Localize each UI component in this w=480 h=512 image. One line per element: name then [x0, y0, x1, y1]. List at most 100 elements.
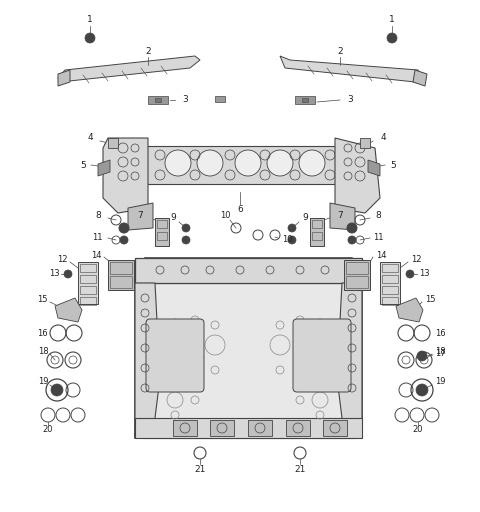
Bar: [135, 258, 362, 283]
Text: 12: 12: [57, 255, 67, 265]
Polygon shape: [58, 56, 200, 82]
Bar: [108, 138, 118, 148]
Circle shape: [417, 351, 427, 361]
Text: 9: 9: [170, 214, 176, 223]
Text: 18: 18: [38, 348, 48, 356]
Polygon shape: [135, 258, 362, 438]
Circle shape: [267, 150, 293, 176]
Bar: [157, 220, 167, 228]
Polygon shape: [368, 160, 380, 176]
Polygon shape: [280, 56, 422, 82]
Polygon shape: [138, 146, 345, 184]
Text: 17: 17: [435, 349, 445, 357]
Circle shape: [51, 384, 63, 396]
Text: 21: 21: [294, 465, 306, 475]
Text: 5: 5: [390, 160, 396, 169]
Polygon shape: [396, 298, 423, 322]
Bar: [286, 420, 310, 436]
Polygon shape: [103, 138, 148, 213]
Circle shape: [197, 150, 223, 176]
Text: 16: 16: [36, 329, 48, 337]
Circle shape: [165, 150, 191, 176]
Text: 11: 11: [92, 233, 102, 243]
Polygon shape: [337, 283, 362, 438]
Circle shape: [235, 150, 261, 176]
Bar: [346, 262, 368, 274]
Bar: [80, 286, 96, 294]
Text: 14: 14: [376, 250, 386, 260]
Bar: [310, 218, 324, 246]
Text: 1: 1: [87, 15, 93, 25]
Bar: [323, 420, 347, 436]
Text: 11: 11: [373, 233, 383, 243]
Bar: [382, 264, 398, 272]
Polygon shape: [55, 298, 82, 322]
Text: 5: 5: [80, 160, 86, 169]
Text: 15: 15: [37, 295, 47, 305]
Circle shape: [288, 236, 296, 244]
Circle shape: [120, 236, 128, 244]
Circle shape: [85, 33, 95, 43]
Circle shape: [288, 224, 296, 232]
Text: 18: 18: [435, 348, 445, 356]
Text: 3: 3: [182, 96, 188, 104]
Bar: [155, 98, 161, 102]
Text: 19: 19: [38, 377, 48, 387]
Text: 16: 16: [435, 329, 445, 337]
Text: 20: 20: [43, 425, 53, 435]
Bar: [312, 220, 322, 228]
Bar: [108, 260, 134, 290]
FancyBboxPatch shape: [293, 319, 351, 392]
Bar: [302, 98, 308, 102]
Text: 21: 21: [194, 465, 206, 475]
Bar: [143, 283, 354, 438]
Bar: [248, 420, 272, 436]
Bar: [382, 286, 398, 294]
Text: 15: 15: [425, 295, 435, 305]
Circle shape: [182, 236, 190, 244]
Bar: [110, 262, 132, 274]
Polygon shape: [335, 138, 380, 213]
Bar: [173, 420, 197, 436]
Bar: [382, 275, 398, 283]
Bar: [346, 276, 368, 288]
Text: 6: 6: [237, 205, 243, 215]
Text: 4: 4: [87, 134, 93, 142]
FancyBboxPatch shape: [146, 319, 204, 392]
Bar: [135, 418, 362, 438]
Text: 3: 3: [347, 96, 353, 104]
Text: 10: 10: [282, 236, 292, 245]
Circle shape: [416, 384, 428, 396]
Circle shape: [347, 223, 357, 233]
Bar: [110, 276, 132, 288]
Text: 19: 19: [435, 377, 445, 387]
Bar: [155, 218, 169, 246]
Bar: [210, 420, 234, 436]
Text: 12: 12: [411, 255, 421, 265]
Bar: [157, 232, 167, 240]
Bar: [382, 297, 398, 305]
Text: 2: 2: [145, 48, 151, 56]
Circle shape: [119, 223, 129, 233]
Text: 1: 1: [389, 15, 395, 25]
Polygon shape: [128, 203, 153, 230]
Text: 9: 9: [302, 214, 308, 223]
Polygon shape: [135, 283, 160, 438]
Text: 8: 8: [95, 210, 101, 220]
Bar: [148, 96, 168, 104]
Circle shape: [406, 270, 414, 278]
Bar: [380, 262, 400, 304]
Text: 7: 7: [337, 210, 343, 220]
Text: 13: 13: [419, 269, 429, 279]
Text: 8: 8: [375, 210, 381, 220]
Circle shape: [299, 150, 325, 176]
Text: 7: 7: [137, 210, 143, 220]
Circle shape: [64, 270, 72, 278]
Text: 10: 10: [220, 210, 230, 220]
Circle shape: [182, 224, 190, 232]
Text: 14: 14: [91, 250, 101, 260]
Polygon shape: [413, 70, 427, 86]
Text: 2: 2: [337, 48, 343, 56]
Polygon shape: [58, 70, 70, 86]
Bar: [80, 275, 96, 283]
